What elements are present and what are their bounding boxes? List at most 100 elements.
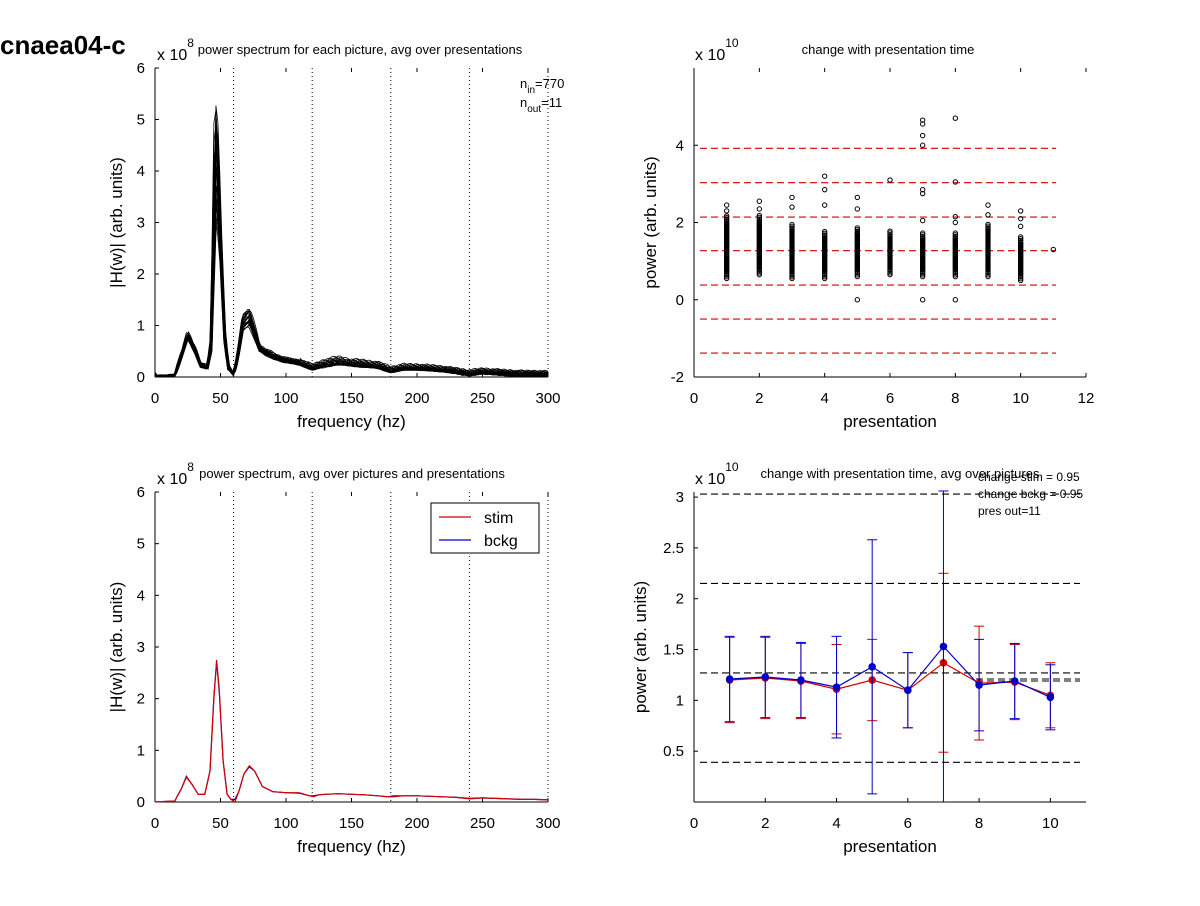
data-point	[723, 214, 730, 221]
x-tick-label: 0	[690, 390, 698, 407]
data-point-cluster	[920, 237, 926, 271]
data-point	[985, 270, 991, 276]
y-axis-label: power (arb. units)	[641, 156, 660, 288]
x-tick-label: 2	[755, 390, 763, 407]
x-tick-label: 12	[1078, 390, 1095, 407]
data-point	[952, 270, 959, 276]
data-point-cluster	[822, 236, 828, 273]
data-point	[789, 274, 795, 280]
data-point-cluster	[854, 232, 860, 271]
data-point	[789, 275, 795, 282]
data-point-outlier	[723, 202, 730, 208]
data-point	[789, 272, 795, 278]
x-tick-label: 200	[404, 815, 429, 832]
series-marker-bckg	[832, 683, 841, 691]
data-point-outlier	[919, 117, 926, 123]
chart-title: power spectrum, avg over pictures and pr…	[199, 466, 505, 481]
legend-box	[430, 502, 540, 554]
series-marker-bckg	[725, 675, 734, 683]
data-point	[756, 268, 763, 274]
data-point	[723, 274, 730, 280]
x-tick-label: 250	[470, 390, 495, 407]
data-point-outlier	[952, 297, 959, 303]
data-point	[1017, 236, 1024, 242]
series-marker-bckg	[797, 676, 805, 684]
data-point-outlier	[919, 121, 926, 127]
y-tick-label: 6	[137, 60, 145, 77]
data-point	[723, 275, 730, 282]
annotation-subscript: out	[527, 104, 541, 115]
data-point	[952, 272, 959, 278]
y-exponent-label: x 108	[157, 460, 194, 488]
annotation-in: nin=770	[520, 76, 564, 96]
series-line-stim	[154, 659, 549, 803]
y-tick-label: 3	[676, 489, 684, 506]
data-point-outlier	[952, 219, 959, 226]
y-tick-label: 0	[676, 292, 684, 309]
data-point-outlier	[919, 186, 926, 193]
chart-title: change with presentation time, avg over …	[761, 466, 1040, 481]
data-point-outlier	[854, 206, 861, 212]
data-point-outlier	[756, 206, 763, 212]
data-point	[952, 230, 959, 236]
y-tick-label: 2	[676, 215, 684, 232]
data-point	[821, 228, 828, 235]
y-exponent-prefix: x 10	[695, 471, 725, 488]
data-point-outlier	[919, 132, 926, 139]
data-point-outlier	[854, 194, 861, 201]
x-tick-label: 4	[832, 815, 840, 832]
y-exponent-label: x 1010	[695, 460, 739, 488]
data-point-outlier	[756, 198, 763, 204]
data-point-outlier	[1017, 223, 1024, 230]
data-point	[952, 273, 959, 280]
annotation-subscript: in	[527, 85, 535, 96]
data-point-outlier	[919, 190, 926, 197]
data-point-outlier	[789, 204, 795, 210]
data-point	[985, 273, 991, 280]
data-point	[854, 272, 861, 278]
data-point	[789, 223, 795, 230]
y-axis-label: |H(w)| (arb. units)	[107, 582, 126, 713]
data-point-outlier	[887, 177, 893, 183]
series-marker-bckg	[761, 673, 770, 681]
data-point	[756, 214, 763, 220]
series-marker-bckg	[868, 663, 876, 671]
data-point	[821, 272, 828, 278]
chart-title: power spectrum for each picture, avg ove…	[198, 42, 523, 57]
y-exponent-prefix: x 10	[695, 47, 725, 64]
spectrum-trace	[154, 110, 549, 378]
x-tick-label: 8	[951, 390, 959, 407]
series-marker-bckg	[975, 681, 983, 689]
y-tick-label: -2	[671, 369, 684, 386]
data-point-outlier	[854, 297, 861, 303]
x-tick-label: 100	[273, 390, 298, 407]
x-axis-label: frequency (hz)	[297, 412, 406, 431]
y-exponent-power: 8	[187, 460, 194, 474]
chart-title: change with presentation time	[802, 42, 975, 57]
y-tick-label: 1	[137, 742, 145, 759]
data-point	[756, 212, 763, 219]
annotation-line: change stim = 0.95	[978, 470, 1080, 484]
y-tick-label: 0.5	[663, 743, 684, 760]
x-tick-label: 0	[151, 815, 159, 832]
y-exponent-label: x 1010	[695, 36, 739, 64]
data-point-cluster	[952, 237, 958, 271]
y-tick-label: 1.5	[663, 642, 684, 659]
x-tick-label: 8	[975, 815, 983, 832]
data-point	[887, 270, 893, 276]
chart-br: 0 2 4 6 8 100.511.522.53x 1010 change with pre…	[631, 460, 1086, 856]
data-point-cluster	[724, 220, 730, 273]
y-tick-label: 1	[137, 318, 145, 335]
data-point	[1017, 234, 1024, 240]
data-point	[985, 225, 991, 231]
x-tick-label: 50	[212, 390, 229, 407]
data-point	[887, 230, 893, 236]
data-point-outlier	[1050, 246, 1057, 253]
series-marker-bckg	[1010, 677, 1019, 685]
data-point	[919, 270, 926, 276]
x-tick-label: 0	[151, 390, 159, 407]
data-point	[919, 272, 926, 278]
y-exponent-power: 8	[187, 36, 194, 50]
data-point	[756, 270, 763, 276]
